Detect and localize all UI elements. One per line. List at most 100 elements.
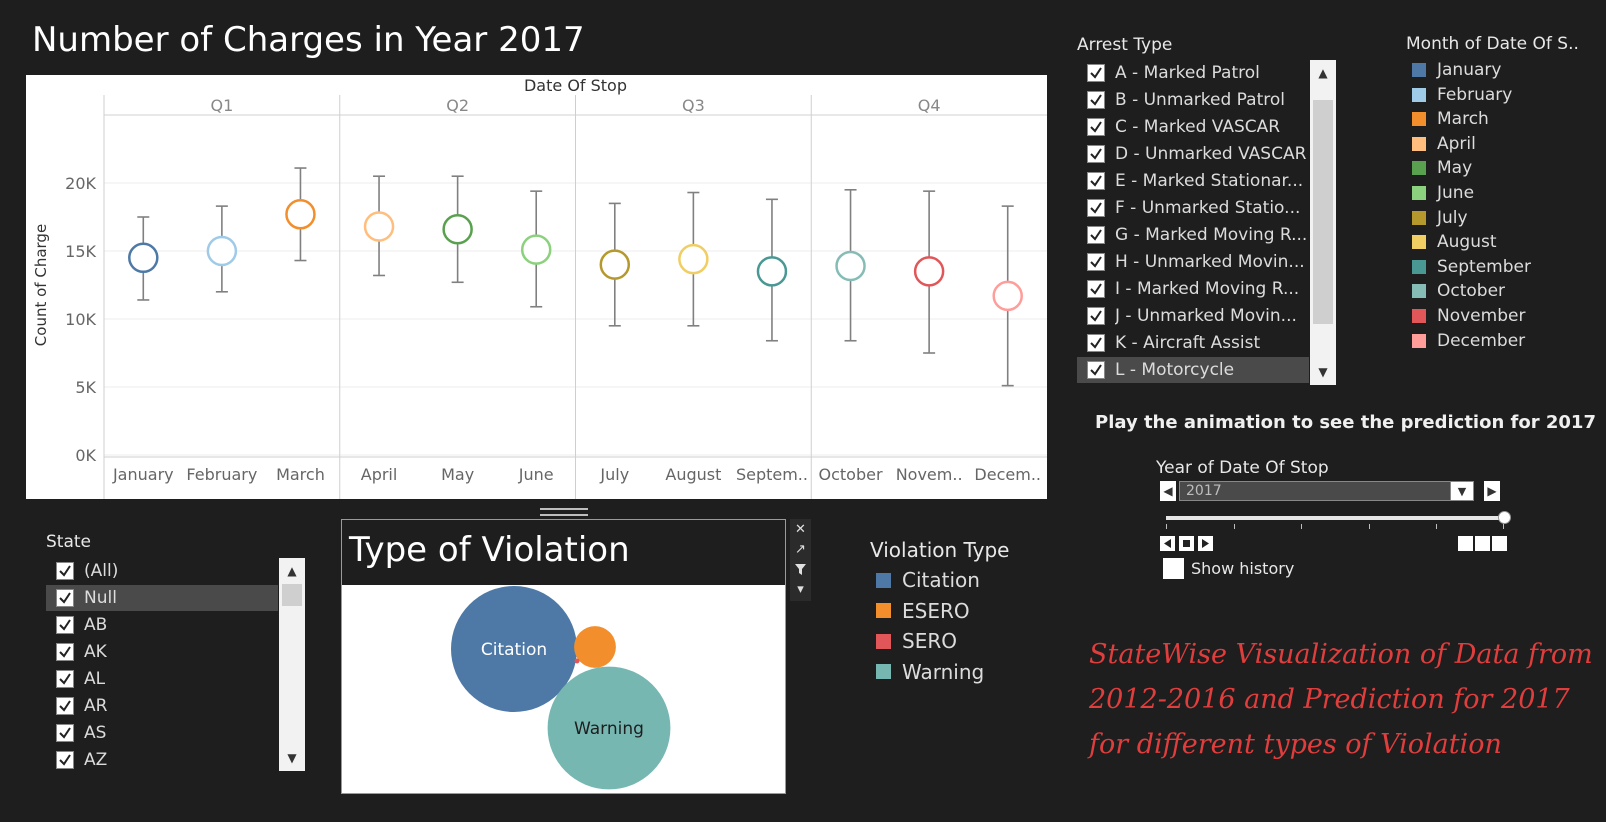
scroll-down-icon[interactable]: ▼	[287, 751, 297, 765]
bubble-label: Citation	[481, 640, 547, 660]
legend-label: January	[1437, 60, 1502, 80]
checkbox[interactable]	[1087, 172, 1105, 190]
legend-swatch	[1412, 161, 1426, 176]
filter-item[interactable]: H - Unmarked Movin...	[1077, 249, 1309, 275]
checkbox[interactable]	[1087, 199, 1105, 217]
filter-item[interactable]: AL	[46, 666, 278, 692]
filter-item[interactable]: E - Marked Stationar...	[1077, 168, 1309, 194]
filter-item[interactable]: C - Marked VASCAR	[1077, 114, 1309, 140]
annotation-text: StateWise Visualization of Data from 201…	[1089, 639, 1593, 760]
legend-item[interactable]: December	[1412, 329, 1525, 353]
checkbox[interactable]	[1087, 280, 1105, 298]
year-slider[interactable]	[1166, 516, 1504, 520]
legend-item[interactable]: November	[1412, 304, 1525, 328]
scroll-thumb[interactable]	[1313, 100, 1333, 324]
filter-item[interactable]: L - Motorcycle	[1077, 357, 1309, 383]
filter-item[interactable]: AB	[46, 612, 278, 638]
checkbox[interactable]	[56, 616, 74, 634]
legend-swatch	[876, 664, 891, 679]
speed-slow-icon[interactable]	[1458, 536, 1473, 551]
filter-item[interactable]: F - Unmarked Statio...	[1077, 195, 1309, 221]
play-forward-icon[interactable]	[1198, 536, 1213, 551]
legend-item[interactable]: February	[1412, 83, 1512, 107]
filter-item[interactable]: AR	[46, 693, 278, 719]
checkbox[interactable]	[56, 670, 74, 688]
checkbox[interactable]	[1087, 91, 1105, 109]
checkbox[interactable]	[1087, 307, 1105, 325]
filter-item[interactable]: (All)	[46, 558, 278, 584]
legend-item[interactable]: SERO	[876, 629, 957, 653]
speed-fast-icon[interactable]	[1492, 536, 1507, 551]
filter-item[interactable]: AS	[46, 720, 278, 746]
legend-item[interactable]: March	[1412, 107, 1489, 131]
legend-item[interactable]: June	[1412, 181, 1474, 205]
filter-item[interactable]: AK	[46, 639, 278, 665]
checkbox[interactable]	[56, 643, 74, 661]
year-select-value: 2017	[1186, 483, 1222, 499]
legend-label: June	[1437, 183, 1475, 203]
checkbox[interactable]	[1087, 253, 1105, 271]
legend-item[interactable]: July	[1412, 206, 1468, 230]
filter-item-label: AZ	[84, 750, 108, 770]
checkbox[interactable]	[1087, 145, 1105, 163]
checkbox[interactable]	[1087, 334, 1105, 352]
filter-item-label: I - Marked Moving R...	[1115, 279, 1300, 299]
filter-item[interactable]: AZ	[46, 747, 278, 773]
legend-item[interactable]: May	[1412, 156, 1472, 180]
checkbox[interactable]	[56, 751, 74, 769]
filter-item[interactable]: B - Unmarked Patrol	[1077, 87, 1309, 113]
checkbox[interactable]	[56, 589, 74, 607]
filter-item[interactable]: D - Unmarked VASCAR	[1077, 141, 1309, 167]
speed-normal-icon[interactable]	[1475, 536, 1490, 551]
legend-label: ESERO	[902, 598, 970, 623]
filter-item[interactable]: J - Unmarked Movin...	[1077, 303, 1309, 329]
filter-item[interactable]: I - Marked Moving R...	[1077, 276, 1309, 302]
filter-item[interactable]: G - Marked Moving R...	[1077, 222, 1309, 248]
filter-item-label: AL	[84, 669, 106, 689]
next-page-icon[interactable]: ▶	[1484, 481, 1500, 501]
legend-swatch	[1412, 136, 1426, 151]
legend-label: October	[1437, 281, 1506, 302]
show-history-checkbox[interactable]	[1163, 558, 1184, 579]
legend-item[interactable]: August	[1412, 230, 1497, 254]
chevron-down-icon[interactable]: ▼	[1450, 482, 1473, 500]
checkbox[interactable]	[56, 697, 74, 715]
external-link-icon[interactable]: ↗	[795, 541, 806, 557]
scroll-down-icon[interactable]: ▼	[1318, 365, 1328, 379]
legend-item[interactable]: April	[1412, 132, 1476, 156]
legend-item[interactable]: Citation	[876, 568, 980, 592]
stop-icon[interactable]	[1179, 536, 1194, 551]
close-icon[interactable]: ✕	[795, 521, 806, 537]
year-slider-handle[interactable]	[1498, 511, 1511, 524]
filter-item[interactable]: A - Marked Patrol	[1077, 60, 1309, 86]
checkbox[interactable]	[1087, 118, 1105, 136]
legend-item[interactable]: October	[1412, 279, 1505, 303]
legend-item[interactable]: January	[1412, 58, 1501, 82]
filter-icon[interactable]	[790, 559, 811, 579]
legend-item[interactable]: September	[1412, 255, 1531, 279]
filter-item[interactable]: Null	[46, 585, 278, 611]
x-tick-label: June	[518, 465, 554, 484]
checkbox[interactable]	[1087, 226, 1105, 244]
checkbox[interactable]	[56, 724, 74, 742]
legend-item[interactable]: Warning	[876, 660, 984, 684]
play-backward-icon[interactable]	[1160, 536, 1175, 551]
filter-item[interactable]: K - Aircraft Assist	[1077, 330, 1309, 356]
arrest-type-scrollbar[interactable]: ▲ ▼	[1310, 60, 1336, 385]
checkbox[interactable]	[56, 562, 74, 580]
legend-item[interactable]: ESERO	[876, 599, 970, 623]
scroll-thumb[interactable]	[282, 584, 302, 606]
year-select[interactable]: 2017 ▼	[1179, 481, 1474, 501]
more-options-icon[interactable]: ▾	[797, 581, 804, 597]
legend-swatch	[1412, 63, 1426, 77]
scroll-up-icon[interactable]: ▲	[287, 564, 297, 578]
pane-drag-handle[interactable]	[540, 508, 588, 516]
legend-swatch	[1412, 87, 1426, 102]
previous-page-icon[interactable]: ◀	[1160, 481, 1176, 501]
checkbox[interactable]	[1087, 361, 1105, 379]
checkbox[interactable]	[1087, 64, 1105, 82]
state-scrollbar[interactable]: ▲ ▼	[279, 558, 305, 771]
scroll-up-icon[interactable]: ▲	[1318, 66, 1328, 80]
show-history-label: Show history	[1191, 559, 1295, 578]
legend-label: Warning	[902, 659, 985, 684]
